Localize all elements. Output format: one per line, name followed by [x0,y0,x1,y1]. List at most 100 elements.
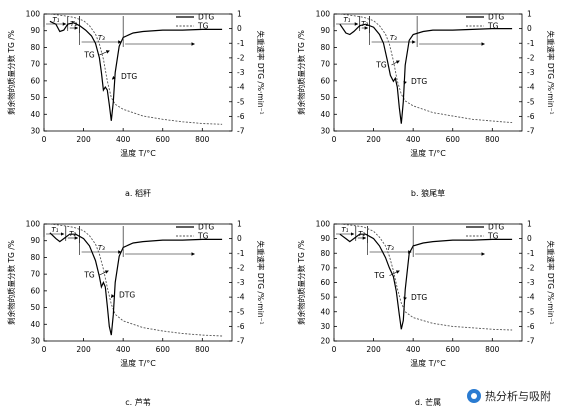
y2-axis-label: 失重速率 DTG /%·min⁻¹ [546,240,556,324]
y-tick-label: 70 [30,60,40,69]
stage-label: T₁ [343,16,350,24]
y-tick-label: 70 [320,263,330,272]
y2-tick-label: -2 [527,263,535,272]
y2-tick-label: 1 [527,10,532,19]
x-tick-label: 600 [446,135,461,144]
y2-tick-label: -1 [527,39,535,48]
y-tick-label: 60 [30,286,40,295]
x-tick-label: 600 [156,345,171,354]
stage-label: T₁ [52,16,59,24]
y-tick-label: 90 [320,234,330,243]
legend-label: TG [197,232,209,241]
y-tick-label: 30 [320,127,330,136]
x-tick-label: 400 [116,345,131,354]
y2-tick-label: 0 [237,234,242,243]
panel-caption: a. 稻秆 [125,188,151,198]
y2-axis-label: 失重速率 DTG /%·min⁻¹ [256,30,266,114]
curve-label: TG [373,271,385,280]
y2-tick-label: -7 [527,127,535,136]
y2-tick-label: 0 [237,24,242,33]
x-axis-label: 温度 T/°C [410,148,446,158]
legend-label: DTG [198,223,214,232]
curve-label-arrow [403,80,407,85]
y2-tick-label: -6 [527,112,535,121]
x-tick-label: 600 [446,345,461,354]
y2-tick-label: -6 [527,322,535,331]
x-tick-label: 200 [76,345,91,354]
y-tick-label: 80 [30,253,40,262]
stage-label: T₁ [51,226,58,234]
curve-label: DTG [411,293,427,302]
y2-tick-label: -7 [527,337,535,346]
curve-label-arrow [99,270,109,276]
y-tick-label: 30 [30,337,40,346]
y-tick-label: 50 [30,303,40,312]
y-tick-label: 80 [320,249,330,258]
y-axis-label: 剩余物的质量分数 TG /% [296,30,306,115]
curve-label: DTG [121,72,137,81]
y2-tick-label: 0 [527,24,532,33]
plot-frame [333,13,523,132]
y-tick-label: 30 [320,322,330,331]
watermark: 热分析与吸附 [463,386,555,406]
x-tick-label: 800 [485,135,500,144]
panel-caption: c. 芦苇 [125,397,150,407]
x-tick-label: 400 [116,135,131,144]
curve-label-arrow [111,75,116,80]
x-tick-label: 0 [332,345,337,354]
y-tick-label: 40 [30,320,40,329]
plot-frame [333,223,523,342]
panel-caption: b. 狼尾草 [411,188,445,198]
chart-panel-3: 0 200 400 600 800 30 40 50 60 70 80 90 100 1 0 -1 -2 -3 -4… [6,220,266,408]
series-line-dtg [339,23,513,124]
y-tick-label: 30 [30,127,40,136]
chart-panel-1: 0 200 400 600 800 30 40 50 60 70 80 90 100 1 0 -1 -2 -3 -4… [6,10,266,199]
x-tick-label: 200 [366,135,381,144]
y2-tick-label: 1 [237,10,242,19]
curve-label: DTG [119,291,135,300]
y-tick-label: 40 [30,110,40,119]
y2-tick-label: -4 [527,83,535,92]
series-line-tg [339,13,513,124]
y-tick-label: 100 [316,10,331,19]
y-tick-label: 60 [30,76,40,85]
y2-tick-label: -7 [237,337,245,346]
y-tick-label: 100 [316,220,331,229]
curve-label-arrow [403,296,407,301]
x-axis-label: 温度 T/°C [120,148,156,158]
series-line-dtg [49,232,223,336]
y-tick-label: 100 [26,10,41,19]
legend-label: DTG [488,223,504,232]
x-tick-label: 200 [366,345,381,354]
y-axis-label: 剩余物的质量分数 TG /% [296,240,306,325]
y-tick-label: 90 [30,26,40,35]
y-tick-label: 70 [320,60,330,69]
y2-tick-label: -2 [527,53,535,62]
x-tick-label: 0 [332,135,337,144]
x-tick-label: 0 [42,135,47,144]
y2-tick-label: -1 [527,249,535,258]
curve-label: TG [83,50,95,59]
series-line-tg [49,223,223,337]
x-axis-label: 温度 T/°C [120,358,156,368]
x-tick-label: 800 [195,345,210,354]
y2-tick-label: -1 [237,249,245,258]
curve-label-arrow [389,270,400,276]
y-tick-label: 70 [30,270,40,279]
y-axis-label: 剩余物的质量分数 TG /% [6,30,16,115]
legend-label: DTG [488,13,504,22]
y-tick-label: 20 [320,337,330,346]
y2-tick-label: -2 [237,53,245,62]
y2-tick-label: -4 [237,293,245,302]
curve-label: TG [83,270,95,279]
y-tick-label: 50 [30,93,40,102]
curve-label: DTG [411,77,427,86]
legend-label: TG [487,22,499,31]
y2-axis-label: 失重速率 DTG /%·min⁻¹ [546,30,556,114]
y-tick-label: 80 [30,43,40,52]
y2-tick-label: -5 [527,307,535,316]
y-tick-label: 100 [26,220,41,229]
watermark-text: 热分析与吸附 [485,390,551,403]
